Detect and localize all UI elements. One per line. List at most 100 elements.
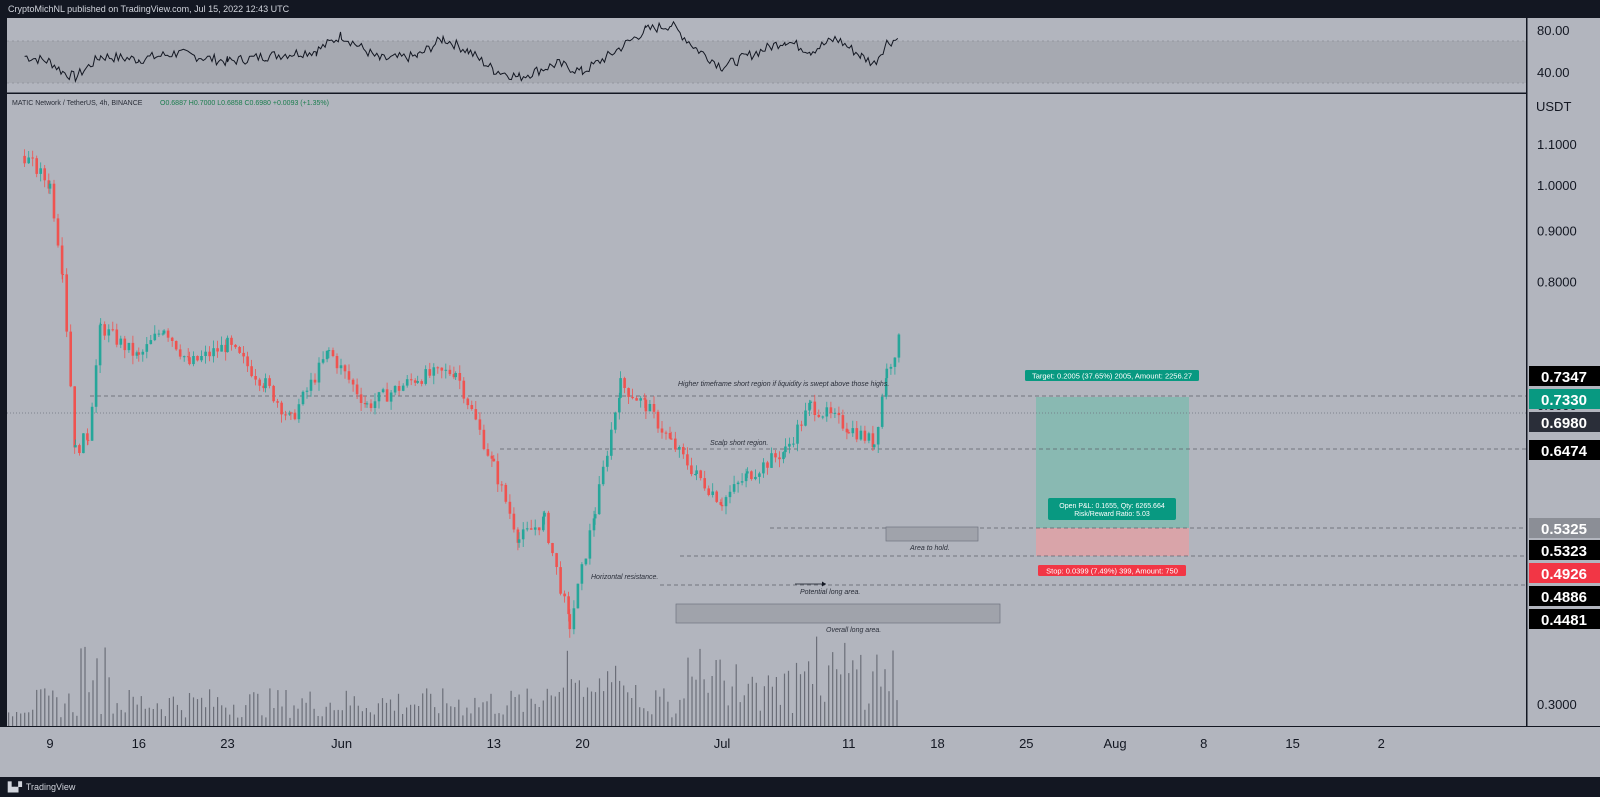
price-label-target: 0.7330: [1541, 392, 1587, 409]
candle-body: [157, 333, 161, 335]
volume-bar: [868, 703, 870, 726]
candle-body: [555, 553, 558, 567]
volume-bar: [377, 703, 379, 726]
volume-bar: [257, 693, 259, 726]
volume-bar: [852, 660, 854, 726]
volume-bar: [675, 713, 677, 726]
volume-bar: [643, 708, 645, 726]
stop-label: Stop: 0.0399 (7.49%) 399, Amount: 750: [1046, 567, 1178, 576]
volume-bar: [164, 716, 166, 726]
candle-body: [145, 344, 149, 352]
time-axis[interactable]: [0, 727, 1600, 777]
candle-body: [537, 527, 541, 531]
volume-bar: [864, 709, 866, 726]
volume-bar: [92, 680, 94, 726]
candle-body: [224, 344, 227, 353]
candle-body: [444, 369, 448, 371]
candle-body: [778, 457, 781, 460]
candle-body: [643, 398, 646, 400]
volume-bar: [297, 708, 299, 726]
candle-body: [234, 344, 237, 348]
volume-bar: [683, 698, 685, 726]
volume-bar: [353, 696, 355, 726]
volume-bar: [554, 696, 556, 726]
volume-bar: [410, 704, 412, 726]
volume-bar: [120, 709, 122, 726]
volume-bar: [192, 697, 195, 726]
volume-bar: [305, 702, 307, 726]
volume-bar: [176, 704, 178, 726]
candle-body: [60, 245, 64, 274]
candle-body: [409, 379, 413, 381]
volume-bar: [651, 714, 653, 726]
candle-body: [492, 458, 496, 462]
candle-body: [800, 424, 803, 426]
volume-bar: [607, 671, 609, 726]
candle-body: [393, 386, 397, 393]
volume-bar: [108, 677, 110, 726]
volume-bar: [775, 677, 777, 726]
volume-bar: [140, 696, 142, 726]
volume-bar: [896, 700, 898, 726]
volume-bar: [611, 682, 613, 726]
volume-bar: [755, 682, 757, 726]
candle-body: [512, 513, 516, 530]
rsi-tick-80: 80.00: [1537, 23, 1570, 38]
tradingview-logo[interactable]: ▙▞ TradingView: [8, 777, 75, 797]
candle-body: [897, 334, 901, 358]
volume-bar: [369, 712, 371, 726]
candle-body: [648, 404, 652, 412]
candle-body: [325, 350, 329, 360]
candle-body: [454, 373, 457, 378]
candle-body: [347, 371, 351, 380]
candle-body: [732, 484, 736, 492]
time-tick: 11: [842, 736, 856, 751]
volume-bar: [184, 717, 187, 726]
candle-body: [153, 333, 157, 341]
volume-bar: [558, 692, 560, 726]
rsi-line: [24, 20, 899, 83]
candle-body: [381, 389, 385, 393]
volume-bar: [679, 699, 681, 726]
volume-bar: [836, 669, 838, 726]
volume-bar: [418, 706, 420, 726]
volume-bar: [478, 707, 480, 726]
candle-body: [385, 389, 389, 402]
candle-body: [670, 438, 673, 440]
candle-body: [305, 390, 309, 392]
volume-bar: [582, 696, 585, 726]
chart[interactable]: MATIC Network / TetherUS, 4h, BINANCE O0…: [0, 18, 1600, 777]
candle-body: [593, 514, 597, 519]
overall-long-box[interactable]: [675, 603, 1001, 624]
candle-body: [686, 454, 689, 466]
candle-body: [631, 396, 634, 399]
volume-bar: [635, 685, 637, 726]
volume-bar: [217, 697, 219, 726]
candle-body: [200, 356, 203, 361]
volume-bar: [808, 661, 810, 726]
volume-bar: [530, 698, 532, 726]
volume-bar: [80, 648, 82, 726]
candle-body: [500, 484, 504, 486]
candle-body: [656, 411, 660, 429]
volume-bar: [188, 693, 191, 726]
volume-bar: [486, 701, 488, 726]
price-label-level: 0.4886: [1541, 589, 1587, 606]
candle-body: [627, 388, 630, 397]
candle-body: [321, 359, 325, 363]
candle-body: [847, 432, 851, 434]
candle-body: [309, 379, 313, 391]
candle-body: [56, 218, 60, 246]
time-tick: 16: [132, 736, 146, 751]
candle-body: [86, 439, 90, 441]
candle-body: [668, 433, 672, 439]
area-to-hold-box[interactable]: [885, 526, 979, 542]
candle-body: [584, 558, 588, 565]
volume-bar: [719, 659, 721, 726]
price-label-level-bg: [1529, 609, 1600, 629]
volume-bar: [397, 693, 400, 726]
volume-bar: [667, 701, 669, 726]
candle-body: [103, 324, 106, 336]
candle-body: [533, 527, 537, 530]
time-tick: 2: [1378, 736, 1385, 751]
